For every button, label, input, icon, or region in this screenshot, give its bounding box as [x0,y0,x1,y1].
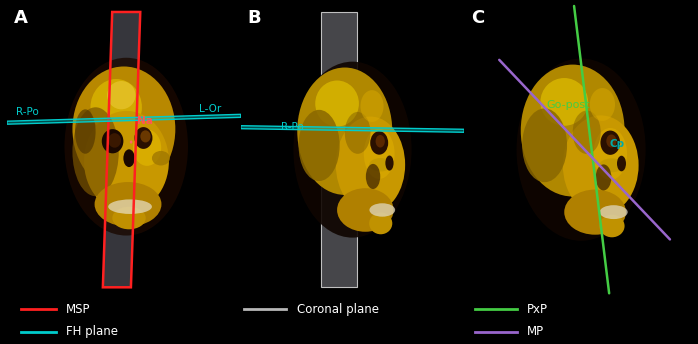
Ellipse shape [297,67,392,195]
Ellipse shape [364,129,394,179]
Ellipse shape [152,151,170,165]
Text: R-Po: R-Po [281,122,304,132]
Ellipse shape [590,88,615,121]
Ellipse shape [385,155,394,171]
Ellipse shape [135,127,152,149]
Ellipse shape [600,205,628,219]
Text: A: A [14,9,28,27]
Ellipse shape [337,188,394,232]
Ellipse shape [600,158,625,172]
Ellipse shape [91,79,142,136]
Ellipse shape [369,158,392,171]
Ellipse shape [563,115,639,215]
Ellipse shape [370,131,388,155]
Ellipse shape [607,135,616,148]
Ellipse shape [572,110,601,154]
Ellipse shape [376,135,385,148]
Polygon shape [241,114,253,116]
Text: C: C [471,9,484,27]
Text: L-Or: L-Or [199,104,221,114]
Ellipse shape [336,117,405,213]
Text: MP: MP [527,325,544,338]
Ellipse shape [366,164,380,189]
Ellipse shape [564,190,626,235]
Text: PxP: PxP [527,303,548,316]
Ellipse shape [522,108,567,182]
Ellipse shape [345,112,371,154]
Ellipse shape [73,66,175,192]
Ellipse shape [293,62,412,238]
Ellipse shape [64,58,188,236]
Ellipse shape [521,65,625,196]
Ellipse shape [102,129,124,153]
Text: Coronal plane: Coronal plane [297,303,378,316]
Polygon shape [321,12,357,287]
Ellipse shape [540,78,588,126]
Text: Go-post: Go-post [546,100,590,110]
Polygon shape [241,126,464,132]
Ellipse shape [84,111,169,212]
Ellipse shape [130,140,133,144]
Polygon shape [7,114,241,124]
Ellipse shape [75,109,96,154]
Text: MSP: MSP [66,303,91,316]
Ellipse shape [108,200,152,214]
Ellipse shape [360,90,384,122]
Ellipse shape [600,215,625,237]
Text: Cp: Cp [609,139,624,149]
Ellipse shape [617,156,626,171]
Ellipse shape [124,149,135,167]
Text: FH plane: FH plane [66,325,118,338]
Ellipse shape [315,80,359,127]
Ellipse shape [107,81,135,109]
Text: B: B [248,9,261,27]
Ellipse shape [133,129,161,166]
Ellipse shape [73,107,119,196]
Ellipse shape [369,203,395,217]
Ellipse shape [299,110,340,181]
Polygon shape [0,121,7,123]
Ellipse shape [112,207,146,229]
Ellipse shape [517,58,646,241]
Ellipse shape [369,213,392,234]
Ellipse shape [595,164,611,191]
Ellipse shape [140,130,151,142]
Text: R-Po: R-Po [16,107,39,117]
Ellipse shape [108,133,121,148]
Polygon shape [103,12,140,287]
Text: Na: Na [137,116,153,126]
Ellipse shape [593,128,627,180]
Ellipse shape [94,182,161,226]
Ellipse shape [600,130,620,155]
